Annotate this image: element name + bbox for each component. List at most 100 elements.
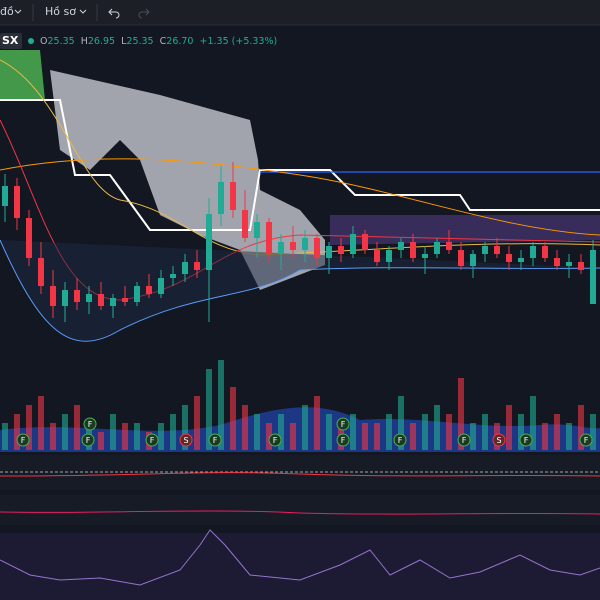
candle-body: [542, 246, 548, 258]
baseline-line: [0, 99, 600, 231]
candle-body: [134, 286, 140, 302]
volume-bar: [362, 423, 368, 450]
candle-body: [434, 242, 440, 254]
candle-body: [38, 258, 44, 286]
candle-body: [566, 262, 572, 266]
volume-bar: [242, 405, 248, 450]
candle-body: [278, 242, 284, 254]
symbol-box: [0, 33, 22, 49]
stoch-pane: [0, 495, 600, 525]
candle-body: [590, 250, 596, 304]
marker-badge: [579, 433, 593, 447]
volume-bar: [14, 414, 20, 450]
candle-body: [398, 242, 404, 250]
candle-body: [122, 298, 128, 302]
c-value: 26.70: [166, 36, 193, 47]
marker-badge: [457, 433, 471, 447]
signal-markers: F F F S F F F F F S F FF F: [16, 417, 593, 447]
volume-bar: [482, 414, 488, 450]
candle-body: [50, 286, 56, 306]
candle-body: [170, 274, 176, 278]
volume-bar: [278, 414, 284, 450]
volume-bar: [386, 414, 392, 450]
status-dot: [28, 38, 34, 44]
band: [0, 239, 600, 342]
ma-line: [0, 158, 600, 236]
marker-badge: [492, 433, 506, 447]
volume-bar: [314, 396, 320, 450]
candle-body: [386, 250, 392, 262]
chevron: [79, 9, 87, 14]
volume-bar: [350, 414, 356, 450]
marker-badge: [16, 433, 30, 447]
candle-body: [194, 262, 200, 270]
candle-body: [62, 290, 68, 306]
stoch-line: [0, 510, 600, 515]
symbol: SX: [2, 34, 19, 47]
marker-badge: [393, 433, 407, 447]
marker-badge: [179, 433, 193, 447]
marker-label: F: [21, 436, 26, 445]
candle-body: [578, 262, 584, 270]
candle-body: [266, 222, 272, 254]
volume-bar: [410, 423, 416, 450]
volume-bar: [266, 423, 272, 450]
candle-body: [458, 250, 464, 266]
volume-bar: [230, 387, 236, 450]
l-label: L: [121, 36, 127, 47]
c-label: C: [160, 36, 167, 47]
candle-body: [290, 242, 296, 250]
candle-body: [494, 246, 500, 254]
redo-button[interactable]: [138, 8, 150, 19]
volume-bar: [518, 414, 524, 450]
candle-body: [374, 250, 380, 262]
profile-menu[interactable]: Hồ sơ: [45, 5, 76, 18]
volume-bar: [578, 405, 584, 450]
undo-button[interactable]: [108, 8, 120, 19]
volume-bar: [590, 414, 596, 450]
chart-menu[interactable]: đồ: [0, 5, 14, 18]
candle-body: [230, 182, 236, 210]
candle-body: [338, 246, 344, 254]
rsi-line: [0, 529, 600, 586]
candle-body: [422, 254, 428, 258]
marker-badge: [336, 417, 350, 431]
marker-label: F: [584, 436, 589, 445]
candle-body: [74, 290, 80, 302]
candle-body: [182, 262, 188, 274]
volumes: [2, 360, 596, 450]
candle-body: [326, 246, 332, 258]
candle-body: [158, 278, 164, 294]
volume-bar: [302, 405, 308, 450]
candle-body: [314, 238, 320, 258]
marker-label: F: [341, 436, 346, 445]
o-value: 25.35: [47, 36, 74, 47]
volume-bar: [158, 423, 164, 450]
volume-bar: [206, 369, 212, 450]
volume-bar: [254, 414, 260, 450]
marker-badge: [81, 433, 95, 447]
candle-body: [254, 222, 260, 238]
candle-body: [242, 210, 248, 238]
toolbar: [0, 0, 600, 25]
volume-bar: [542, 423, 548, 450]
chevron: [14, 9, 22, 14]
candle-body: [506, 254, 512, 262]
candle-body: [518, 258, 524, 262]
volume-bar: [2, 423, 8, 450]
marker-label: F: [273, 436, 278, 445]
volume-bar: [110, 414, 116, 450]
candle-body: [470, 254, 476, 266]
marker-badge: [268, 433, 282, 447]
marker-label: S: [183, 436, 188, 445]
volume-bar: [374, 423, 380, 450]
candle-body: [2, 186, 8, 206]
candle-body: [146, 286, 152, 294]
volume-bar: [326, 414, 332, 450]
h-label: H: [81, 36, 88, 47]
volume-bar: [458, 378, 464, 450]
volume-bar: [26, 405, 32, 450]
candles: [2, 162, 596, 322]
marker-badge: [336, 433, 350, 447]
